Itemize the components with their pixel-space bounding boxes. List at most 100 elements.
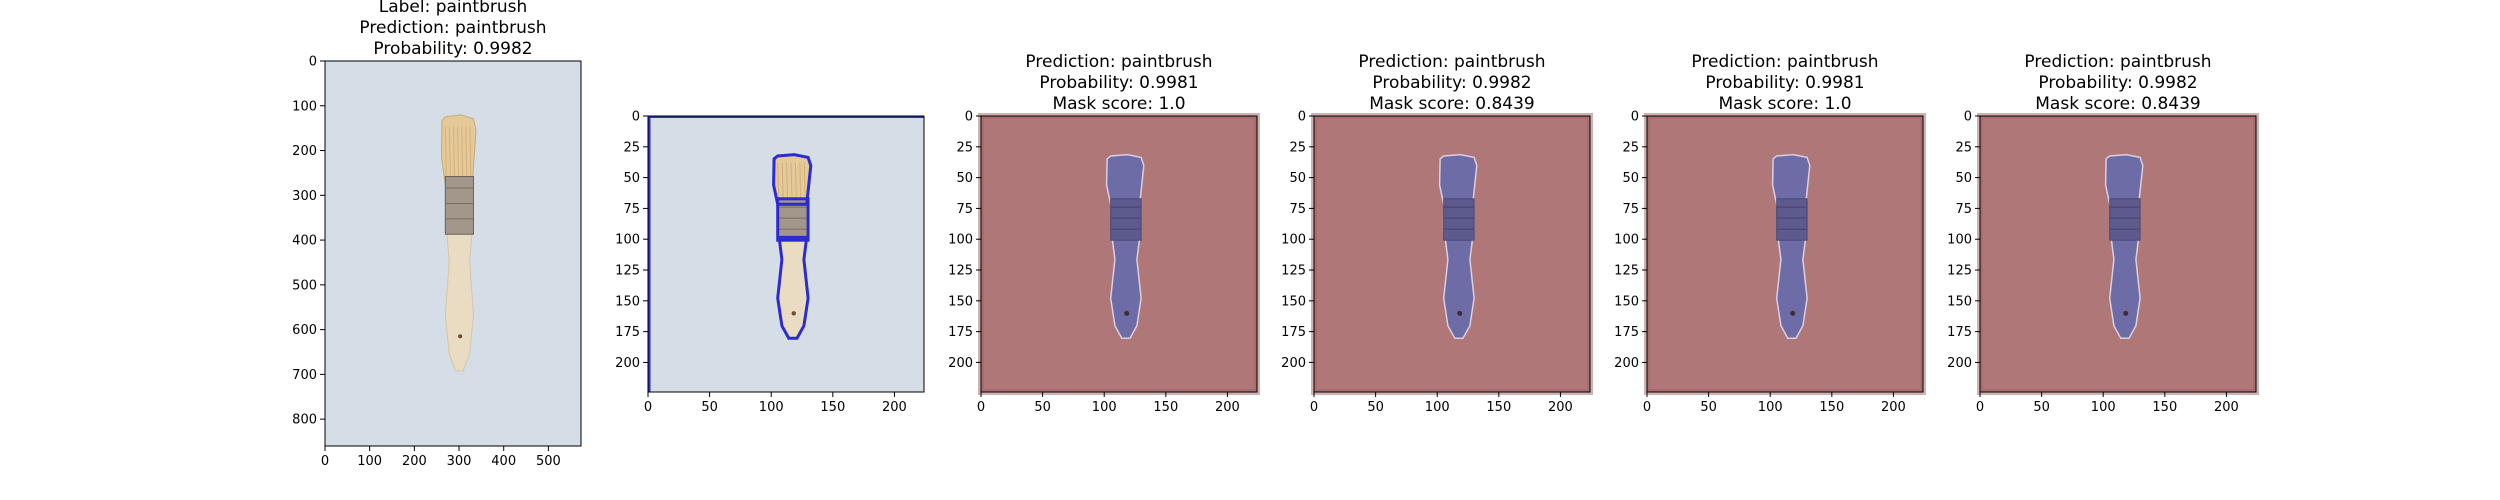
subplot-title-line: Probability: 0.9981 [1039, 73, 1198, 93]
y-tick-label: 400 [292, 234, 317, 249]
bristle-strand [781, 162, 784, 202]
subplot-title-line: Prediction: paintbrush [2024, 52, 2211, 72]
x-tick-label: 150 [1486, 400, 1511, 415]
brush-handle [444, 229, 475, 372]
subplot-title-line: Label: paintbrush [379, 0, 528, 17]
y-tick-label: 125 [1614, 264, 1639, 279]
y-tick-label: 100 [615, 233, 640, 248]
y-tick-label: 175 [1614, 325, 1639, 340]
x-tick-label: 100 [1758, 400, 1783, 415]
mask-ferrule [1776, 198, 1808, 241]
x-tick-label: 0 [644, 400, 652, 415]
mask-handle [1109, 236, 1142, 339]
x-tick-label: 150 [1819, 400, 1844, 415]
mask-bristles [1438, 153, 1478, 206]
y-tick-label: 125 [1947, 264, 1972, 279]
y-tick-label: 200 [1281, 356, 1306, 371]
subplot-title-line: Probability: 0.9981 [1705, 73, 1864, 93]
y-tick-label: 50 [1289, 171, 1306, 186]
subplot-title-line: Prediction: paintbrush [359, 18, 546, 38]
y-tick-label: 600 [292, 323, 317, 338]
axes-frame [1646, 115, 1924, 393]
y-tick-label: 0 [309, 55, 317, 70]
subplot-title-line: Probability: 0.9982 [373, 39, 532, 59]
x-tick-label: 150 [1153, 400, 1178, 415]
brush-ferrule [444, 176, 474, 235]
y-tick-label: 175 [1281, 325, 1306, 340]
bristle-strand [790, 162, 793, 202]
bristle-strand [799, 162, 802, 202]
x-tick-label: 50 [701, 400, 718, 415]
subplot-title-line: Mask score: 1.0 [1052, 94, 1185, 114]
x-tick-label: 200 [1548, 400, 1573, 415]
x-tick-label: 0 [1310, 400, 1318, 415]
x-tick-label: 50 [1700, 400, 1717, 415]
x-tick-label: 0 [1643, 400, 1651, 415]
mask-handle-hole [1790, 310, 1796, 316]
y-tick-label: 0 [965, 110, 973, 125]
x-tick-label: 50 [1367, 400, 1384, 415]
y-tick-label: 50 [623, 171, 640, 186]
mask-handle-hole [1457, 310, 1463, 316]
y-tick-label: 25 [956, 140, 973, 155]
bristle-strand [444, 126, 447, 181]
y-tick-label: 75 [956, 202, 973, 217]
y-tick-label: 100 [948, 233, 973, 248]
subplot-title-line: Mask score: 0.8439 [2035, 94, 2200, 114]
y-tick-label: 175 [948, 325, 973, 340]
bristle-strand [469, 126, 472, 181]
subplot-title-line: Probability: 0.9982 [2038, 73, 2197, 93]
y-tick-label: 0 [1964, 110, 1972, 125]
y-tick-label: 200 [1947, 356, 1972, 371]
x-tick-label: 200 [2214, 400, 2239, 415]
y-tick-label: 700 [292, 368, 317, 383]
x-tick-label: 500 [536, 454, 561, 469]
x-tick-label: 0 [977, 400, 985, 415]
y-tick-label: 25 [1622, 140, 1639, 155]
y-tick-label: 200 [1614, 356, 1639, 371]
y-tick-label: 150 [1614, 294, 1639, 309]
mask-handle [1775, 236, 1808, 339]
y-tick-label: 25 [1289, 140, 1306, 155]
x-tick-label: 200 [1215, 400, 1240, 415]
y-tick-label: 100 [1614, 233, 1639, 248]
y-tick-label: 125 [948, 264, 973, 279]
y-tick-label: 25 [623, 140, 640, 155]
bristle-strand [794, 162, 797, 202]
bristle-strand [786, 162, 789, 202]
axes-frame [647, 115, 925, 393]
mask-ferrule [1443, 198, 1475, 241]
x-tick-label: 300 [447, 454, 472, 469]
x-tick-label: 0 [1976, 400, 1984, 415]
bristle-strand [448, 126, 451, 181]
x-tick-label: 50 [1034, 400, 1051, 415]
mask-ferrule [2109, 198, 2141, 241]
mask-ferrule [1110, 198, 1142, 241]
subplot-title-line: Prediction: paintbrush [1358, 52, 1545, 72]
y-tick-label: 500 [292, 278, 317, 293]
x-tick-label: 50 [2033, 400, 2050, 415]
mask-bristles [1105, 153, 1145, 206]
x-tick-label: 150 [2152, 400, 2177, 415]
x-tick-label: 100 [357, 454, 382, 469]
mask-bristles [1771, 153, 1811, 206]
x-tick-label: 400 [491, 454, 516, 469]
x-tick-label: 100 [1425, 400, 1450, 415]
bristle-strand [803, 162, 806, 202]
ferrule-outline [776, 197, 810, 242]
subplot-title-line: Prediction: paintbrush [1025, 52, 1212, 72]
y-tick-label: 100 [1281, 233, 1306, 248]
y-tick-label: 75 [1622, 202, 1639, 217]
x-tick-label: 0 [321, 454, 329, 469]
y-tick-label: 25 [1955, 140, 1972, 155]
y-tick-label: 100 [292, 99, 317, 114]
bristle-strand [453, 126, 456, 181]
mask-handle [1442, 236, 1475, 339]
y-tick-label: 125 [615, 264, 640, 279]
y-tick-label: 175 [1947, 325, 1972, 340]
y-tick-label: 75 [1955, 202, 1972, 217]
x-tick-label: 150 [820, 400, 845, 415]
mask-handle [2108, 236, 2141, 339]
y-tick-label: 150 [615, 294, 640, 309]
